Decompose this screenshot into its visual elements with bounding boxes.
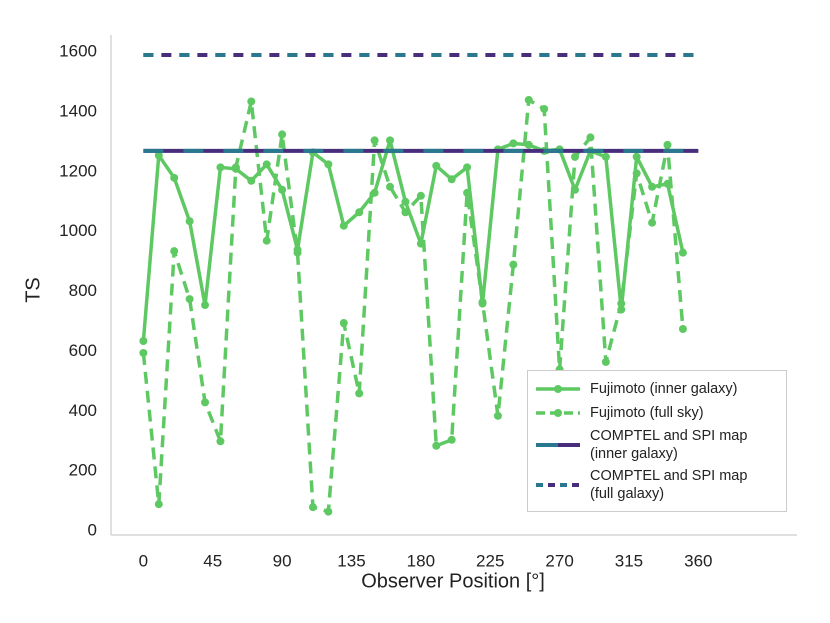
- point: [493, 411, 502, 420]
- point: [617, 299, 626, 308]
- point: [678, 325, 687, 334]
- legend-label: Fujimoto (full sky): [590, 405, 704, 421]
- y-tick-label: 1200: [59, 161, 97, 180]
- legend-item: COMPTEL and SPI map (full galaxy): [528, 467, 786, 503]
- point: [601, 152, 610, 161]
- point: [432, 441, 441, 450]
- y-tick-label: 600: [69, 341, 97, 360]
- point: [201, 398, 210, 407]
- point: [262, 160, 271, 169]
- point: [339, 319, 348, 328]
- point: [139, 336, 148, 345]
- y-tick-label: 1400: [59, 101, 97, 120]
- point: [663, 140, 672, 149]
- point: [139, 348, 148, 357]
- legend-marker: [554, 409, 562, 417]
- point: [355, 389, 364, 398]
- legend-swatch: [536, 409, 580, 417]
- series-line: [141, 138, 685, 342]
- point: [231, 163, 240, 172]
- point: [170, 247, 179, 256]
- point: [216, 163, 225, 172]
- point: [509, 139, 518, 148]
- legend-item: Fujimoto (full sky): [528, 403, 786, 423]
- y-tick-label: 1600: [59, 42, 97, 61]
- point: [247, 97, 256, 106]
- point: [648, 218, 657, 227]
- point: [278, 185, 287, 194]
- point: [509, 260, 518, 269]
- point: [524, 95, 533, 104]
- x-axis-label: Observer Position [°]: [361, 570, 545, 592]
- point: [447, 175, 456, 184]
- point: [632, 152, 641, 161]
- point: [416, 191, 425, 200]
- point: [308, 503, 317, 512]
- point: [401, 197, 410, 206]
- point: [293, 248, 302, 257]
- legend-swatch: [536, 443, 580, 447]
- legend-swatch: [536, 483, 580, 487]
- point: [632, 169, 641, 178]
- point: [154, 500, 163, 509]
- y-tick-label: 1000: [59, 221, 97, 240]
- legend-label: Fujimoto (inner galaxy): [590, 381, 738, 397]
- point: [185, 217, 194, 226]
- point: [540, 104, 549, 113]
- point: [185, 295, 194, 304]
- y-tick-label: 400: [69, 401, 97, 420]
- legend-swatch: [536, 385, 580, 393]
- x-tick-label: 315: [615, 551, 643, 570]
- point: [355, 208, 364, 217]
- point: [201, 301, 210, 310]
- point: [432, 161, 441, 170]
- x-tick-label: 45: [203, 551, 222, 570]
- point: [524, 140, 533, 149]
- x-tick-label: 90: [273, 551, 292, 570]
- legend-item: COMPTEL and SPI map (inner galaxy): [528, 427, 786, 463]
- x-tick-label: 360: [684, 551, 712, 570]
- point: [463, 188, 472, 197]
- legend: Fujimoto (inner galaxy) Fujimoto (full sk…: [527, 370, 787, 512]
- point: [324, 160, 333, 169]
- point: [216, 437, 225, 446]
- point: [678, 248, 687, 257]
- legend-label: COMPTEL and SPI map (inner galaxy): [590, 428, 748, 462]
- y-tick-label: 200: [69, 461, 97, 480]
- point: [386, 136, 395, 145]
- point: [401, 208, 410, 217]
- point: [478, 298, 487, 307]
- point: [447, 435, 456, 444]
- x-tick-label: 0: [139, 551, 148, 570]
- legend-marker: [554, 385, 562, 393]
- point: [370, 136, 379, 145]
- point: [648, 182, 657, 191]
- legend-item: Fujimoto (inner galaxy): [528, 379, 786, 399]
- point: [586, 133, 595, 142]
- y-tick-label: 800: [69, 281, 97, 300]
- point: [247, 176, 256, 185]
- point: [154, 151, 163, 160]
- point: [571, 152, 580, 161]
- point: [601, 357, 610, 366]
- series-line: [141, 98, 685, 514]
- point: [386, 182, 395, 191]
- x-tick-label: 135: [337, 551, 365, 570]
- point: [339, 221, 348, 230]
- point: [463, 163, 472, 172]
- y-tick-label: 0: [88, 521, 97, 540]
- point: [278, 130, 287, 139]
- point: [170, 173, 179, 182]
- x-tick-label: 180: [407, 551, 435, 570]
- x-tick-label: 225: [476, 551, 504, 570]
- y-axis-label: TS: [22, 277, 44, 303]
- legend-label: COMPTEL and SPI map (full galaxy): [590, 468, 748, 502]
- point: [324, 507, 333, 516]
- point: [262, 236, 271, 245]
- x-tick-label: 270: [545, 551, 573, 570]
